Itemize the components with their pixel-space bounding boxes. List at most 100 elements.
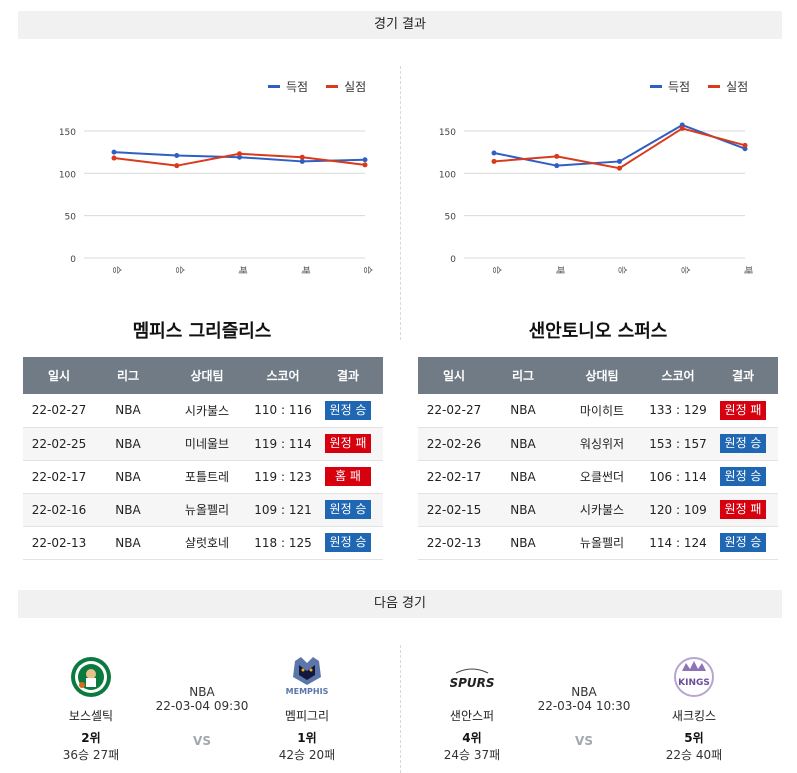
chart-spurs-svg: 0 50 100 150 승 패 승 승 패 xyxy=(439,122,753,274)
team-record: 22승 40패 xyxy=(665,748,723,762)
cell-result: 원정 승 xyxy=(708,460,778,494)
data-point xyxy=(554,163,560,169)
y-tick-label: 150 xyxy=(59,128,76,138)
cell-opponent: 워싱위저 xyxy=(556,427,648,461)
team-name: 샌안스퍼 xyxy=(449,709,495,723)
result-badge: 원정 패 xyxy=(720,400,766,420)
results-table-body: 22-02-27 NBA 시카불스 110 : 116 원정 승 22-02-25 NBA 미… xyxy=(23,394,383,560)
cell-score: 118 : 125 xyxy=(253,526,313,560)
table-row: 22-02-13 NBA 뉴올펠리 114 : 124 원정 승 xyxy=(418,526,778,560)
cell-opponent: 오클썬더 xyxy=(556,460,648,494)
data-point xyxy=(617,165,622,171)
cell-result: 홈 패 xyxy=(313,460,383,494)
cell-result: 원정 승 xyxy=(313,493,383,527)
result-badge: 원정 승 xyxy=(325,400,371,420)
y-tick-label: 150 xyxy=(439,128,456,138)
game-datetime: 22-03-04 10:30 xyxy=(537,699,631,713)
result-badge: 원정 승 xyxy=(720,434,766,453)
vertical-divider xyxy=(400,645,401,773)
x-tick-label: 승 xyxy=(491,266,502,274)
cell-league: NBA xyxy=(95,460,161,494)
data-point xyxy=(617,158,622,164)
cell-league: NBA xyxy=(490,394,556,428)
table-header-row: 일시 리그 상대팀 스코어 결과 xyxy=(23,357,383,394)
x-tick-label: 패 xyxy=(299,266,310,274)
result-badge: 원정 승 xyxy=(325,533,371,552)
cell-opponent: 미네울브 xyxy=(161,427,253,461)
y-tick-label: 50 xyxy=(445,213,457,223)
data-point xyxy=(679,125,685,131)
results-section-title: 경기 결과 xyxy=(18,11,782,39)
game-info: NBA 22-03-04 09:30 xyxy=(132,685,272,713)
data-point xyxy=(299,158,305,164)
header-opponent: 상대팀 xyxy=(556,357,648,394)
cell-league: NBA xyxy=(490,493,556,527)
cell-opponent: 샬럿호네 xyxy=(161,526,253,560)
game-datetime: 22-03-04 09:30 xyxy=(155,699,249,713)
cell-opponent: 포틀트레 xyxy=(161,460,253,494)
result-badge: 원정 패 xyxy=(720,500,766,519)
x-tick-label: 패 xyxy=(554,266,565,274)
away-team[interactable]: MEMPHIS 멤피그리 1위 42승 20패 xyxy=(262,655,352,763)
cell-date: 22-02-15 xyxy=(418,493,490,527)
table-row: 22-02-25 NBA 미네울브 119 : 114 원정 패 xyxy=(23,427,383,461)
data-point xyxy=(742,142,748,148)
data-point xyxy=(491,150,497,156)
y-tick-label: 100 xyxy=(59,170,76,180)
cell-result: 원정 승 xyxy=(708,427,778,461)
cell-score: 153 : 157 xyxy=(648,427,708,461)
team-rank: 4위 xyxy=(462,731,482,745)
data-point xyxy=(174,153,180,159)
cell-league: NBA xyxy=(490,526,556,560)
away-team[interactable]: KINGS 새크킹스 5위 22승 40패 xyxy=(649,655,739,763)
x-tick-label: 패 xyxy=(237,266,248,274)
grizzlies-logo-icon: MEMPHIS xyxy=(285,655,329,699)
vs-label: VS xyxy=(575,734,593,748)
team-name: 보스셀틱 xyxy=(68,709,114,723)
x-tick-label: 승 xyxy=(679,266,690,274)
game-info: NBA 22-03-04 10:30 xyxy=(514,685,654,713)
cell-league: NBA xyxy=(95,493,161,527)
result-badge: 원정 승 xyxy=(325,500,371,519)
cell-score: 119 : 114 xyxy=(253,427,313,461)
celtics-logo-icon xyxy=(69,655,113,699)
result-badge: 원정 패 xyxy=(325,434,371,453)
header-result: 결과 xyxy=(313,357,383,394)
cell-date: 22-02-13 xyxy=(23,526,95,560)
result-badge: 홈 패 xyxy=(325,467,371,486)
logo-text: KINGS xyxy=(678,678,710,688)
spurs-logo-icon: SPURS xyxy=(449,655,495,699)
chart-memphis-svg: 0 50 100 150 승 승 패 패 승 xyxy=(59,128,373,274)
next-game-card[interactable]: 보스셀틱 2위 36승 27패 NBA 22-03-04 09:30 VS ME… xyxy=(22,655,382,773)
cell-score: 106 : 114 xyxy=(648,460,708,494)
data-point xyxy=(111,155,117,161)
cell-score: 120 : 109 xyxy=(648,493,708,527)
cell-result: 원정 패 xyxy=(708,394,778,428)
data-point xyxy=(299,154,305,160)
y-tick-label: 0 xyxy=(70,255,76,265)
legend-conceded-swatch xyxy=(326,85,339,88)
header-league: 리그 xyxy=(95,357,161,394)
results-table-spurs: 일시 리그 상대팀 스코어 결과 22-02-27 NBA 마이히트 133 : 12… xyxy=(418,357,778,560)
chart-spurs-legend: 득점 실점 xyxy=(650,78,748,95)
legend-scored-swatch xyxy=(650,85,662,88)
cell-opponent: 뉴올펠리 xyxy=(556,526,648,560)
next-game-card[interactable]: SPURS 샌안스퍼 4위 24승 37패 NBA 22-03-04 10:30… xyxy=(404,655,764,773)
x-tick-label: 승 xyxy=(362,266,373,274)
x-tick-label: 승 xyxy=(174,266,185,274)
home-team[interactable]: 보스셀틱 2위 36승 27패 xyxy=(46,655,136,763)
team-title-spurs: 샌안토니오 스퍼스 xyxy=(528,321,668,342)
data-point xyxy=(491,158,497,164)
cell-score: 109 : 121 xyxy=(253,493,313,527)
team-rank: 5위 xyxy=(684,731,704,745)
header-result: 결과 xyxy=(708,357,778,394)
team-title-memphis: 멤피스 그리즐리스 xyxy=(132,321,272,342)
team-record: 24승 37패 xyxy=(443,748,501,762)
header-score: 스코어 xyxy=(648,357,708,394)
table-row: 22-02-27 NBA 시카불스 110 : 116 원정 승 xyxy=(23,394,383,428)
legend-scored-label: 득점 xyxy=(286,80,309,94)
cell-date: 22-02-26 xyxy=(418,427,490,461)
home-team[interactable]: SPURS 샌안스퍼 4위 24승 37패 xyxy=(427,655,517,763)
cell-result: 원정 승 xyxy=(313,526,383,560)
cell-score: 110 : 116 xyxy=(253,394,313,428)
